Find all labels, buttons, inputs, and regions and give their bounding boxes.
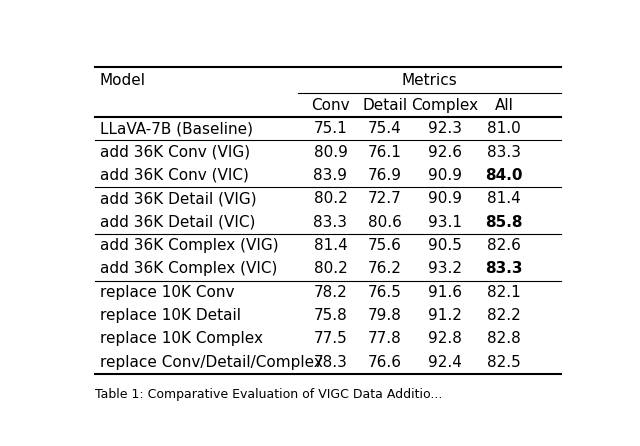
Text: 93.1: 93.1 <box>428 215 461 230</box>
Text: add 36K Complex (VIG): add 36K Complex (VIG) <box>100 238 278 253</box>
Text: 80.2: 80.2 <box>314 261 348 277</box>
Text: Table 1: Comparative Evaluation of VIGC Data Additio...: Table 1: Comparative Evaluation of VIGC … <box>95 388 442 401</box>
Text: Model: Model <box>100 73 146 87</box>
Text: 92.8: 92.8 <box>428 331 461 347</box>
Text: 80.6: 80.6 <box>368 215 402 230</box>
Text: 75.6: 75.6 <box>368 238 402 253</box>
Text: 85.8: 85.8 <box>485 215 523 230</box>
Text: replace 10K Detail: replace 10K Detail <box>100 308 241 323</box>
Text: 80.2: 80.2 <box>314 191 348 206</box>
Text: 90.5: 90.5 <box>428 238 461 253</box>
Text: 81.0: 81.0 <box>487 121 521 136</box>
Text: 82.1: 82.1 <box>487 285 521 300</box>
Text: Complex: Complex <box>411 98 478 112</box>
Text: 81.4: 81.4 <box>314 238 348 253</box>
Text: add 36K Complex (VIC): add 36K Complex (VIC) <box>100 261 277 277</box>
Text: LLaVA-7B (Baseline): LLaVA-7B (Baseline) <box>100 121 253 136</box>
Text: 76.9: 76.9 <box>368 168 402 183</box>
Text: 78.3: 78.3 <box>314 355 348 370</box>
Text: All: All <box>495 98 513 112</box>
Text: add 36K Detail (VIC): add 36K Detail (VIC) <box>100 215 255 230</box>
Text: 83.9: 83.9 <box>314 168 348 183</box>
Text: 84.0: 84.0 <box>485 168 523 183</box>
Text: 83.3: 83.3 <box>485 261 523 277</box>
Text: 92.4: 92.4 <box>428 355 461 370</box>
Text: 75.4: 75.4 <box>368 121 402 136</box>
Text: 80.9: 80.9 <box>314 145 348 160</box>
Text: 81.4: 81.4 <box>487 191 521 206</box>
Text: 82.5: 82.5 <box>487 355 521 370</box>
Text: 76.5: 76.5 <box>368 285 402 300</box>
Text: 76.1: 76.1 <box>368 145 402 160</box>
Text: add 36K Conv (VIG): add 36K Conv (VIG) <box>100 145 250 160</box>
Text: replace 10K Complex: replace 10K Complex <box>100 331 263 347</box>
Text: 77.5: 77.5 <box>314 331 348 347</box>
Text: Metrics: Metrics <box>402 73 458 87</box>
Text: 83.3: 83.3 <box>487 145 521 160</box>
Text: replace Conv/Detail/Complex: replace Conv/Detail/Complex <box>100 355 323 370</box>
Text: 90.9: 90.9 <box>428 168 461 183</box>
Text: 78.2: 78.2 <box>314 285 348 300</box>
Text: 91.2: 91.2 <box>428 308 461 323</box>
Text: Detail: Detail <box>362 98 408 112</box>
Text: 82.8: 82.8 <box>487 331 521 347</box>
Text: add 36K Detail (VIG): add 36K Detail (VIG) <box>100 191 257 206</box>
Text: 76.2: 76.2 <box>368 261 402 277</box>
Text: Conv: Conv <box>311 98 350 112</box>
Text: 75.8: 75.8 <box>314 308 348 323</box>
Text: 76.6: 76.6 <box>368 355 402 370</box>
Text: 77.8: 77.8 <box>368 331 402 347</box>
Text: 75.1: 75.1 <box>314 121 348 136</box>
Text: replace 10K Conv: replace 10K Conv <box>100 285 234 300</box>
Text: 79.8: 79.8 <box>368 308 402 323</box>
Text: 92.6: 92.6 <box>428 145 461 160</box>
Text: 90.9: 90.9 <box>428 191 461 206</box>
Text: 91.6: 91.6 <box>428 285 461 300</box>
Text: 93.2: 93.2 <box>428 261 461 277</box>
Text: 72.7: 72.7 <box>368 191 402 206</box>
Text: 92.3: 92.3 <box>428 121 461 136</box>
Text: 83.3: 83.3 <box>314 215 348 230</box>
Text: 82.2: 82.2 <box>487 308 521 323</box>
Text: add 36K Conv (VIC): add 36K Conv (VIC) <box>100 168 249 183</box>
Text: 82.6: 82.6 <box>487 238 521 253</box>
